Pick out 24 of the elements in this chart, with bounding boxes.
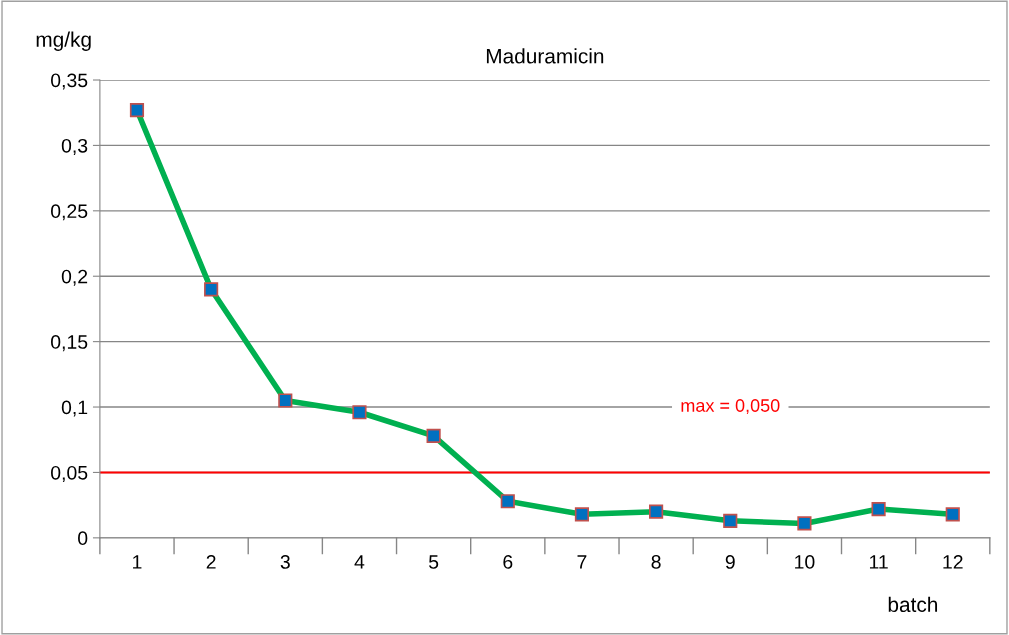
- y-tick-label: 0,3: [61, 138, 88, 155]
- x-tick-label: 2: [206, 555, 216, 569]
- y-tick-label: 0,25: [51, 204, 88, 221]
- x-tick-label: 6: [503, 555, 513, 569]
- chart-title: Maduramicin: [486, 48, 604, 64]
- x-tick-label: 12: [943, 555, 963, 569]
- y-tick-label: 0,15: [51, 335, 88, 352]
- x-tick-label: 1: [133, 555, 142, 569]
- x-axis-title: batch: [888, 596, 938, 613]
- y-tick-label: 0,2: [61, 269, 88, 286]
- x-tick-label: 3: [280, 555, 290, 569]
- x-tick-label: 9: [725, 555, 735, 569]
- x-tick-label: 5: [428, 555, 439, 569]
- x-tick-label: 8: [651, 555, 661, 569]
- x-tick-label: 7: [577, 555, 587, 569]
- x-tick-label: 10: [795, 555, 815, 569]
- y-tick-label: 0,1: [61, 400, 88, 417]
- y-axis-title: mg/kg: [36, 31, 91, 51]
- y-tick-label: 0,05: [51, 465, 88, 482]
- x-tick-label: 4: [354, 555, 365, 569]
- x-tick-label: 11: [869, 555, 888, 569]
- ref-line-label: max = 0,050: [681, 399, 780, 415]
- y-tick-label: 0,35: [51, 73, 88, 90]
- y-tick-label: 0: [78, 531, 88, 546]
